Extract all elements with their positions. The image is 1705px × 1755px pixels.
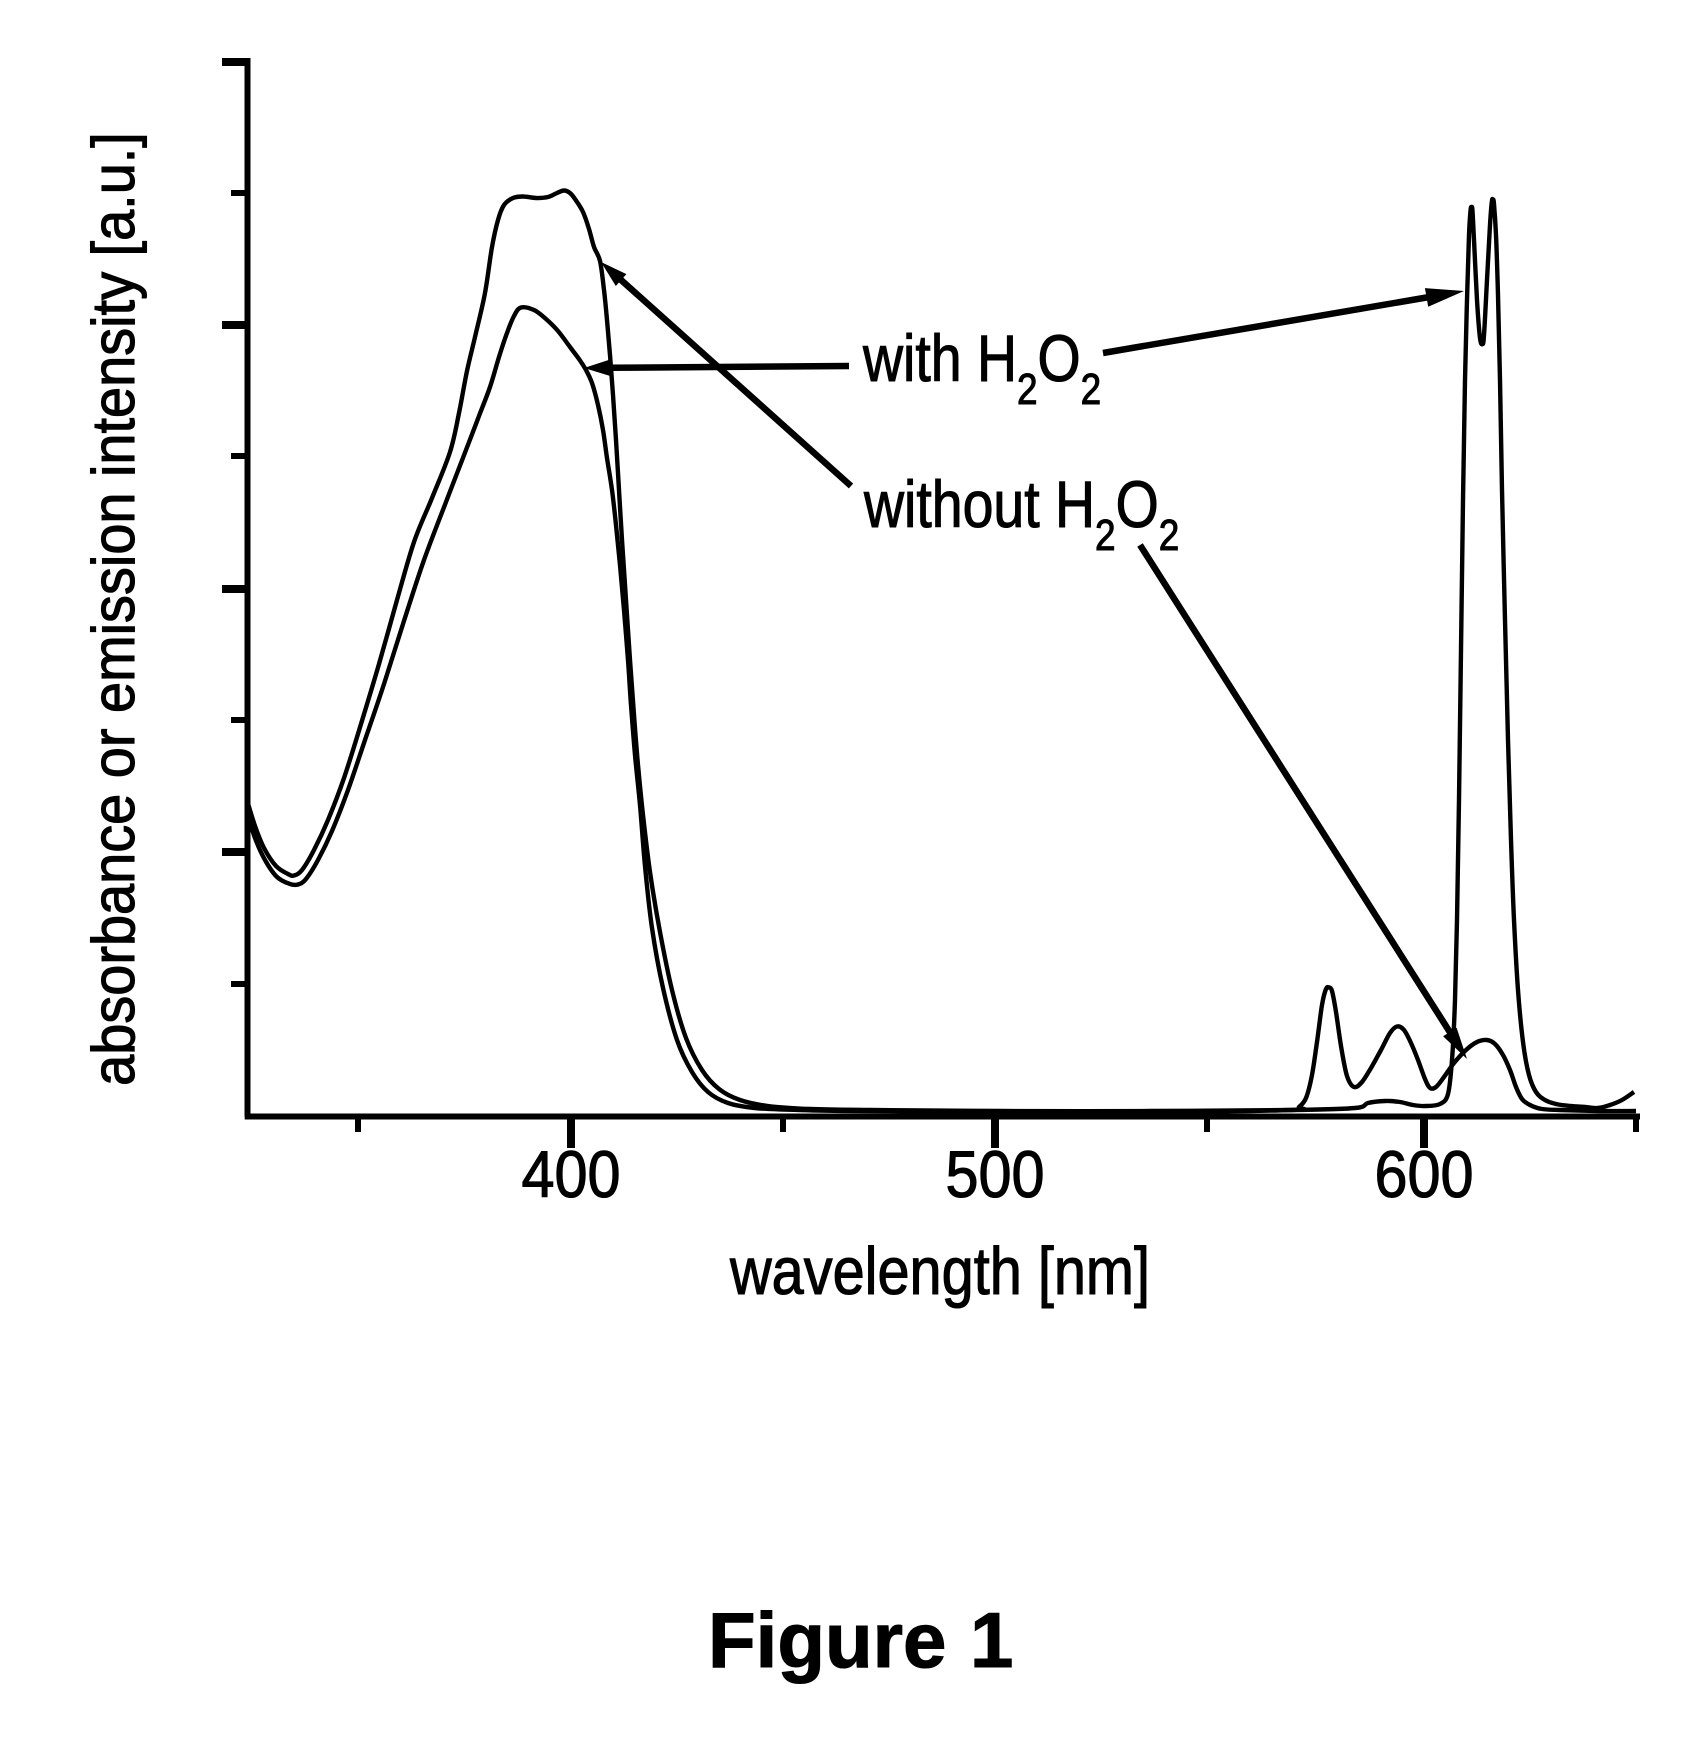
svg-text:400: 400: [521, 1138, 620, 1212]
svg-text:500: 500: [945, 1138, 1044, 1212]
svg-text:1: 1: [970, 1596, 1013, 1684]
svg-text:600: 600: [1374, 1138, 1473, 1212]
svg-text:absorbance or emission intensi: absorbance or emission intensity [a.u.]: [81, 132, 147, 1086]
svg-text:Figure: Figure: [708, 1596, 946, 1684]
svg-text:wavelength [nm]: wavelength [nm]: [729, 1234, 1150, 1309]
